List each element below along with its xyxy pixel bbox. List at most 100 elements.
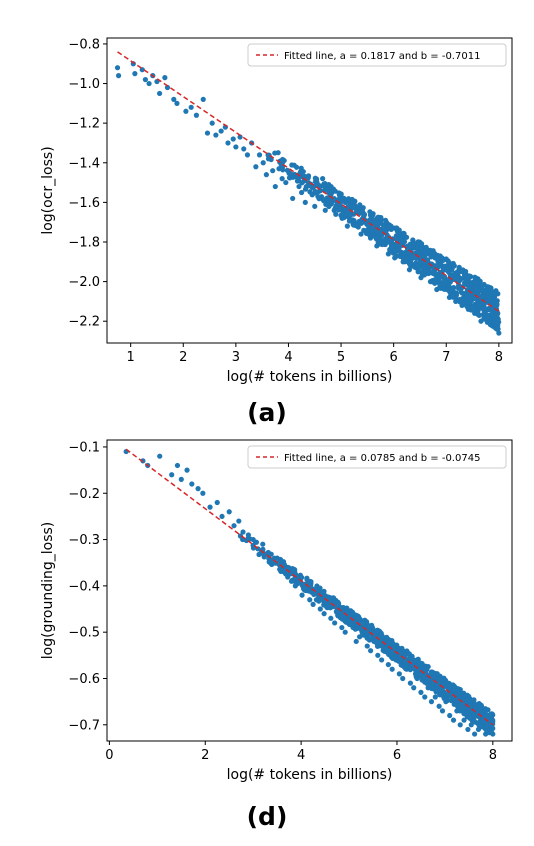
data-point [142, 76, 148, 83]
data-point [361, 211, 368, 218]
data-point [411, 685, 417, 691]
data-point [457, 691, 464, 697]
data-point [316, 598, 322, 604]
data-point [299, 574, 305, 581]
data-point [304, 575, 310, 581]
data-point [162, 75, 168, 81]
data-point [482, 707, 489, 713]
data-point [423, 244, 429, 250]
data-point [366, 637, 373, 643]
data-point [307, 597, 313, 603]
data-point [296, 183, 302, 190]
data-point [428, 699, 435, 705]
data-point [236, 518, 242, 524]
data-point [317, 606, 323, 612]
data-point [413, 671, 419, 677]
data-point [418, 689, 424, 695]
data-point [384, 635, 390, 641]
data-point [290, 195, 296, 202]
data-point [290, 565, 296, 572]
data-point [270, 168, 276, 174]
data-point [439, 708, 446, 714]
data-point [310, 601, 316, 607]
data-point [420, 673, 426, 679]
data-point [260, 541, 266, 547]
y-tick-label: −2.0 [68, 275, 100, 290]
chart-a-svg: 1 2 3 4 5 6 7 8 −0.8 −1.0 −1.2 −1.4 −1.6 −1.8 −2.0 −2.2… [40, 37, 513, 385]
x-tick-label: 4 [284, 350, 292, 365]
data-point [349, 198, 356, 204]
data-point [426, 682, 433, 688]
data-point [434, 671, 440, 677]
data-point [360, 623, 366, 629]
y-tick-label: −0.4 [68, 579, 100, 594]
data-point [480, 286, 486, 292]
data-point [200, 96, 206, 102]
data-point [347, 212, 353, 218]
y-tick-label: −0.3 [68, 533, 100, 548]
data-point [364, 643, 370, 649]
data-point [225, 140, 231, 146]
data-point [490, 725, 496, 731]
data-point [218, 128, 224, 134]
data-point [494, 326, 500, 332]
data-point [480, 718, 486, 724]
data-point [268, 156, 274, 163]
legend-box [247, 445, 507, 469]
data-point [132, 71, 138, 77]
fitted-line-d [125, 448, 494, 726]
data-point [406, 251, 412, 257]
data-point [344, 223, 350, 229]
caption-a: (a) [247, 398, 287, 427]
data-point [441, 286, 447, 292]
data-point [213, 132, 219, 138]
data-point [419, 247, 425, 253]
data-point [346, 218, 353, 224]
x-axis-label: log(# tokens in billions) [227, 767, 393, 783]
data-point [407, 680, 413, 686]
data-point [237, 134, 243, 140]
data-point [226, 509, 232, 515]
data-point [379, 643, 386, 649]
chart-a: 1 2 3 4 5 6 7 8 −0.8 −1.0 −1.2 −1.4 −1.6 −1.8 −2.0 −2.2… [0, 0, 534, 396]
data-point [339, 610, 345, 617]
x-tick-label: 2 [179, 350, 187, 365]
data-point [388, 226, 394, 233]
data-point [345, 207, 351, 213]
data-point [373, 639, 379, 645]
data-point [339, 624, 345, 631]
data-point [253, 164, 259, 170]
data-point [427, 269, 434, 275]
data-point [289, 171, 295, 178]
data-point [469, 281, 475, 288]
data-point [449, 266, 455, 273]
data-point [401, 250, 408, 257]
data-point [309, 192, 315, 198]
data-point [326, 602, 332, 608]
data-point [495, 316, 501, 322]
data-point [463, 294, 470, 300]
data-point [440, 692, 446, 699]
data-point [351, 222, 358, 228]
data-point [415, 240, 421, 246]
data-point [440, 256, 447, 263]
data-point [157, 453, 163, 459]
data-point [416, 660, 423, 666]
data-point [410, 242, 417, 248]
data-point [457, 722, 463, 728]
data-point [451, 683, 457, 689]
data-point [332, 620, 338, 626]
data-point [171, 96, 177, 102]
data-point [207, 504, 213, 510]
data-point [233, 144, 239, 150]
data-point [458, 704, 464, 710]
data-point [407, 667, 413, 673]
data-point [361, 618, 367, 624]
x-tick-label: 2 [201, 748, 209, 763]
data-point [385, 661, 391, 668]
data-point [484, 284, 491, 290]
data-point [230, 136, 236, 142]
data-point [195, 486, 201, 492]
y-tick-label: −0.1 [68, 440, 100, 455]
data-point [387, 247, 393, 253]
